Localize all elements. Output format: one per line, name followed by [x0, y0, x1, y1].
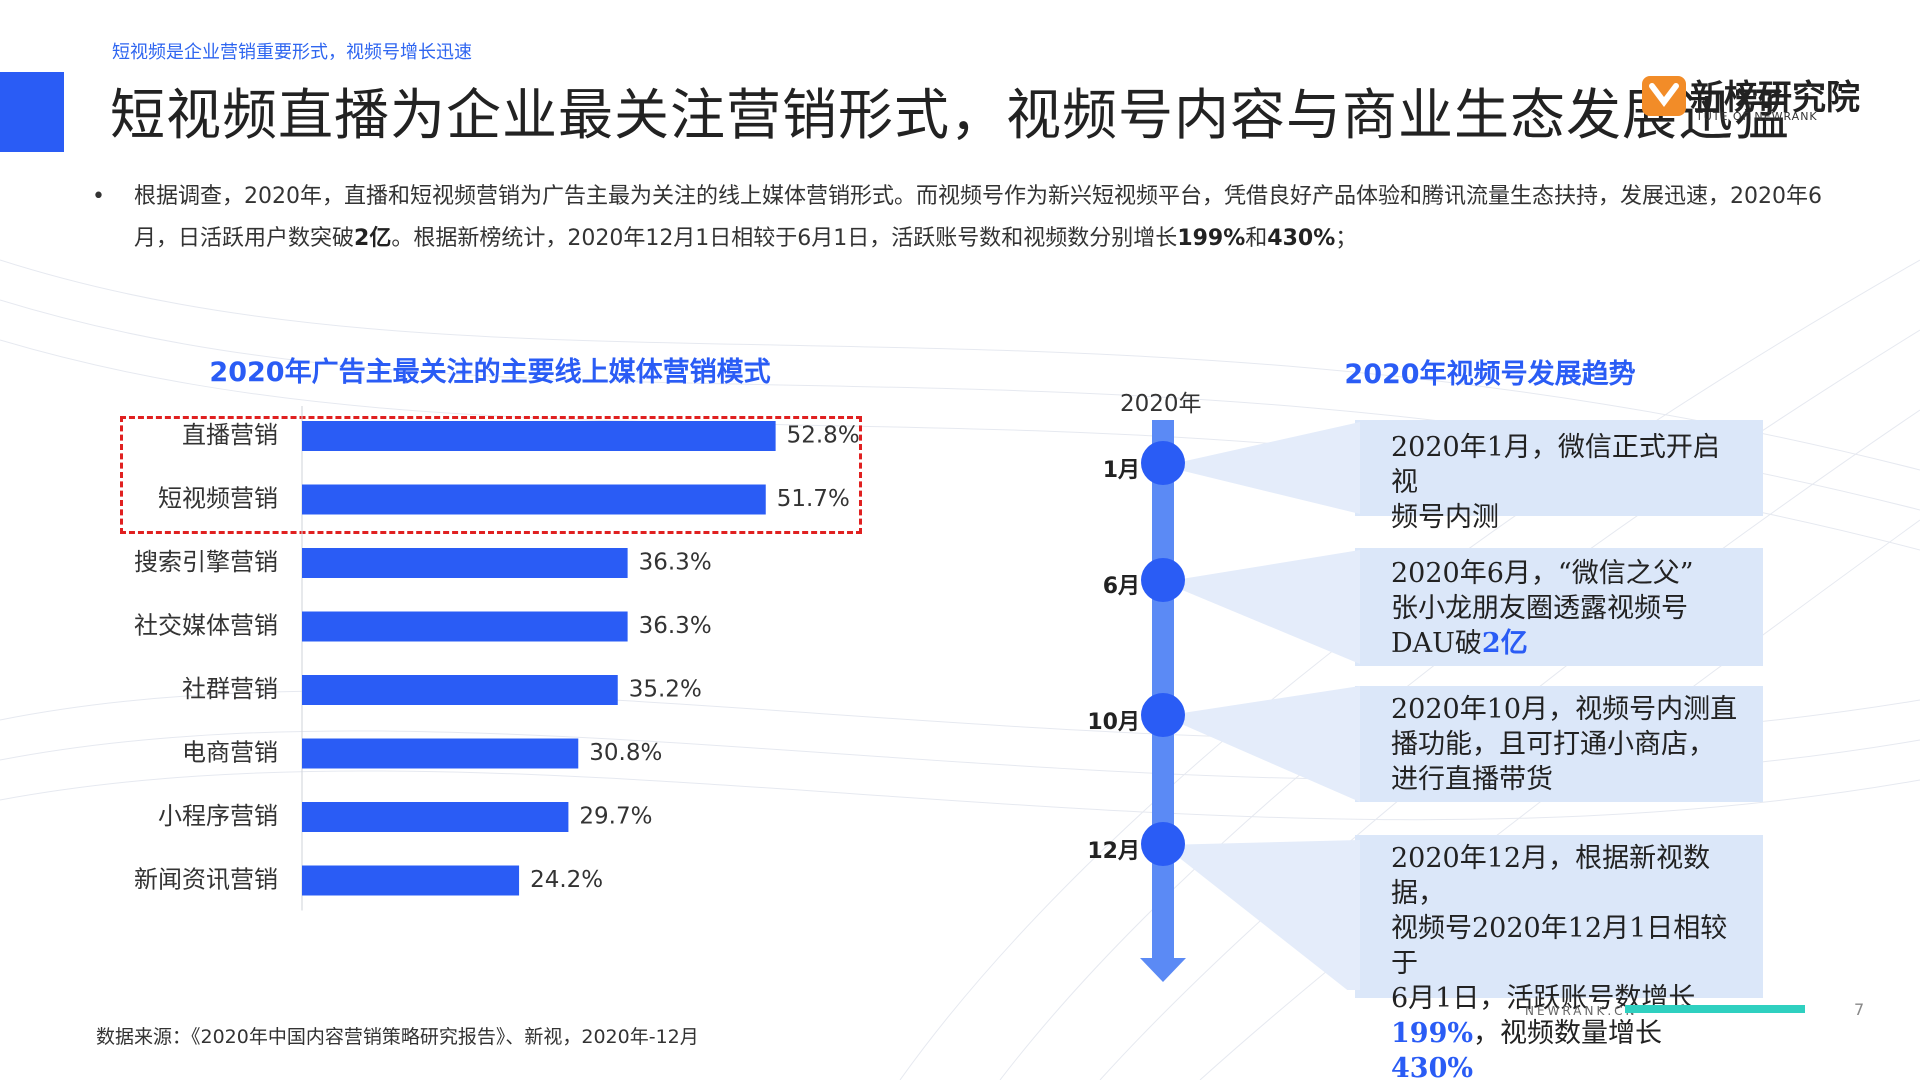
newrank-logo: 新榜研究院 TUTE OF NEWRANK: [1640, 70, 1900, 126]
value-label: 30.8%: [589, 740, 662, 766]
card-4-mid: ，视频数量增长: [1473, 1018, 1663, 1049]
connector-2: [1163, 550, 1360, 664]
footer-brand: NEWRANK.CN: [1525, 1004, 1638, 1018]
category-label: 电商营销: [182, 739, 278, 767]
timeline-dot-3: [1141, 693, 1185, 737]
intro-text-1: 根据调查，2020年，直播和短视频营销为广告主最为关注的线上媒体营销形式。而视频…: [134, 184, 1822, 251]
timeline-card-4: 2020年12月，根据新视数据， 视频号2020年12月1日相较于 6月1日，活…: [1355, 835, 1763, 1084]
timeline-month-3: 10月: [1087, 710, 1140, 735]
timeline-card-1: 2020年1月，微信正式开启视 频号内测: [1355, 420, 1763, 533]
connector-3: [1163, 686, 1360, 802]
card-3-line-1: 2020年10月，视频号内测直: [1391, 694, 1738, 725]
chart-title: 2020年广告主最关注的主要线上媒体营销模式: [209, 357, 771, 388]
newrank-logo-icon: [1642, 76, 1686, 116]
intro-bold-accounts: 199%: [1177, 226, 1246, 251]
value-label: 29.7%: [579, 804, 652, 830]
value-label: 52.8%: [787, 423, 860, 449]
card-3-line-2: 播功能，且可打通小商店，: [1391, 729, 1715, 760]
highlight-dashed-box: [120, 416, 862, 534]
category-label: 短视频营销: [158, 485, 278, 513]
category-label: 社群营销: [182, 675, 278, 703]
card-1-line-2: 频号内测: [1391, 502, 1499, 533]
intro-text-2: 。根据新榜统计，2020年12月1日相较于6月1日，活跃账号数和视频数分别增长: [391, 226, 1178, 251]
timeline-card-3: 2020年10月，视频号内测直 播功能，且可打通小商店， 进行直播带货: [1355, 686, 1763, 802]
value-label: 51.7%: [777, 486, 850, 512]
card-2-emphasis: 2亿: [1481, 628, 1528, 659]
value-label: 24.2%: [530, 867, 603, 893]
bar: [302, 865, 520, 896]
category-label: 直播营销: [182, 421, 278, 449]
card-4-line-1: 2020年12月，根据新视数据，: [1391, 843, 1711, 909]
timeline-bar: [1152, 420, 1174, 965]
card-4-line-2: 视频号2020年12月1日相较于: [1391, 913, 1728, 979]
bar: [302, 675, 618, 705]
bar-chart: 直播营销 52.8% 短视频营销 51.7% 搜索引擎营销 36.3% 社交媒体营销 36.3…: [134, 406, 860, 911]
bar: [302, 548, 628, 578]
connector-4: [1163, 840, 1360, 990]
timeline-card-2: 2020年6月，“微信之父” 张小龙朋友圈透露视频号 DAU破2亿: [1355, 548, 1763, 666]
value-label: 35.2%: [629, 677, 702, 703]
card-2-line-1: 2020年6月，“微信之父”: [1391, 558, 1694, 589]
timeline-title: 2020年视频号发展趋势: [1344, 359, 1636, 390]
bar: [302, 738, 579, 769]
timeline-month-1: 1月: [1102, 458, 1140, 483]
card-2-line-2: 张小龙朋友圈透露视频号: [1391, 593, 1688, 624]
category-label: 搜索引擎营销: [134, 548, 278, 576]
card-2-line-3: DAU破: [1391, 628, 1482, 659]
category-label: 小程序营销: [158, 802, 278, 830]
bar: [302, 421, 776, 451]
intro-text-4: ；: [1335, 226, 1358, 251]
intro-text-3: 和: [1245, 226, 1268, 251]
page-title: 短视频直播为企业最关注营销形式，视频号内容与商业生态发展迅猛: [110, 83, 1791, 147]
connector-1: [1163, 422, 1360, 514]
card-4-emphasis-accounts: 199%: [1391, 1018, 1474, 1049]
bar: [302, 484, 766, 515]
intro-paragraph: • 根据调查，2020年，直播和短视频营销为广告主最为关注的线上媒体营销形式。而…: [92, 176, 1832, 260]
bar: [302, 611, 628, 642]
timeline-arrow-icon: [1140, 958, 1186, 982]
value-label: 36.3%: [639, 550, 712, 576]
page-number: 7: [1854, 1000, 1865, 1019]
card-3-line-3: 进行直播带货: [1391, 764, 1553, 795]
timeline-month-2: 6月: [1102, 574, 1140, 599]
data-source: 数据来源：《2020年中国内容营销策略研究报告》、新视，2020年-12月: [96, 1026, 699, 1048]
bullet: •: [92, 184, 105, 209]
category-label: 新闻资讯营销: [134, 866, 278, 894]
value-label: 36.3%: [639, 613, 712, 639]
section-tag: 短视频是企业营销重要形式，视频号增长迅速: [112, 42, 472, 63]
title-accent-block: [0, 72, 64, 152]
timeline-month-4: 12月: [1087, 839, 1140, 864]
timeline-graphic: [1140, 420, 1360, 990]
timeline-year: 2020年: [1120, 391, 1202, 417]
bar: [302, 802, 569, 832]
category-label: 社交媒体营销: [134, 612, 278, 640]
timeline-dot-4: [1141, 822, 1185, 866]
card-4-emphasis-videos: 430%: [1391, 1053, 1474, 1084]
logo-subtitle: TUTE OF NEWRANK: [1696, 110, 1818, 123]
intro-bold-dau: 2亿: [354, 226, 392, 251]
card-1-line-1: 2020年1月，微信正式开启视: [1391, 432, 1720, 498]
timeline-dot-2: [1141, 558, 1185, 602]
intro-bold-videos: 430%: [1267, 226, 1336, 251]
footer-accent-line: [1625, 1005, 1805, 1013]
timeline-dot-1: [1141, 441, 1185, 485]
logo-name: 新榜研究院: [1690, 78, 1860, 118]
